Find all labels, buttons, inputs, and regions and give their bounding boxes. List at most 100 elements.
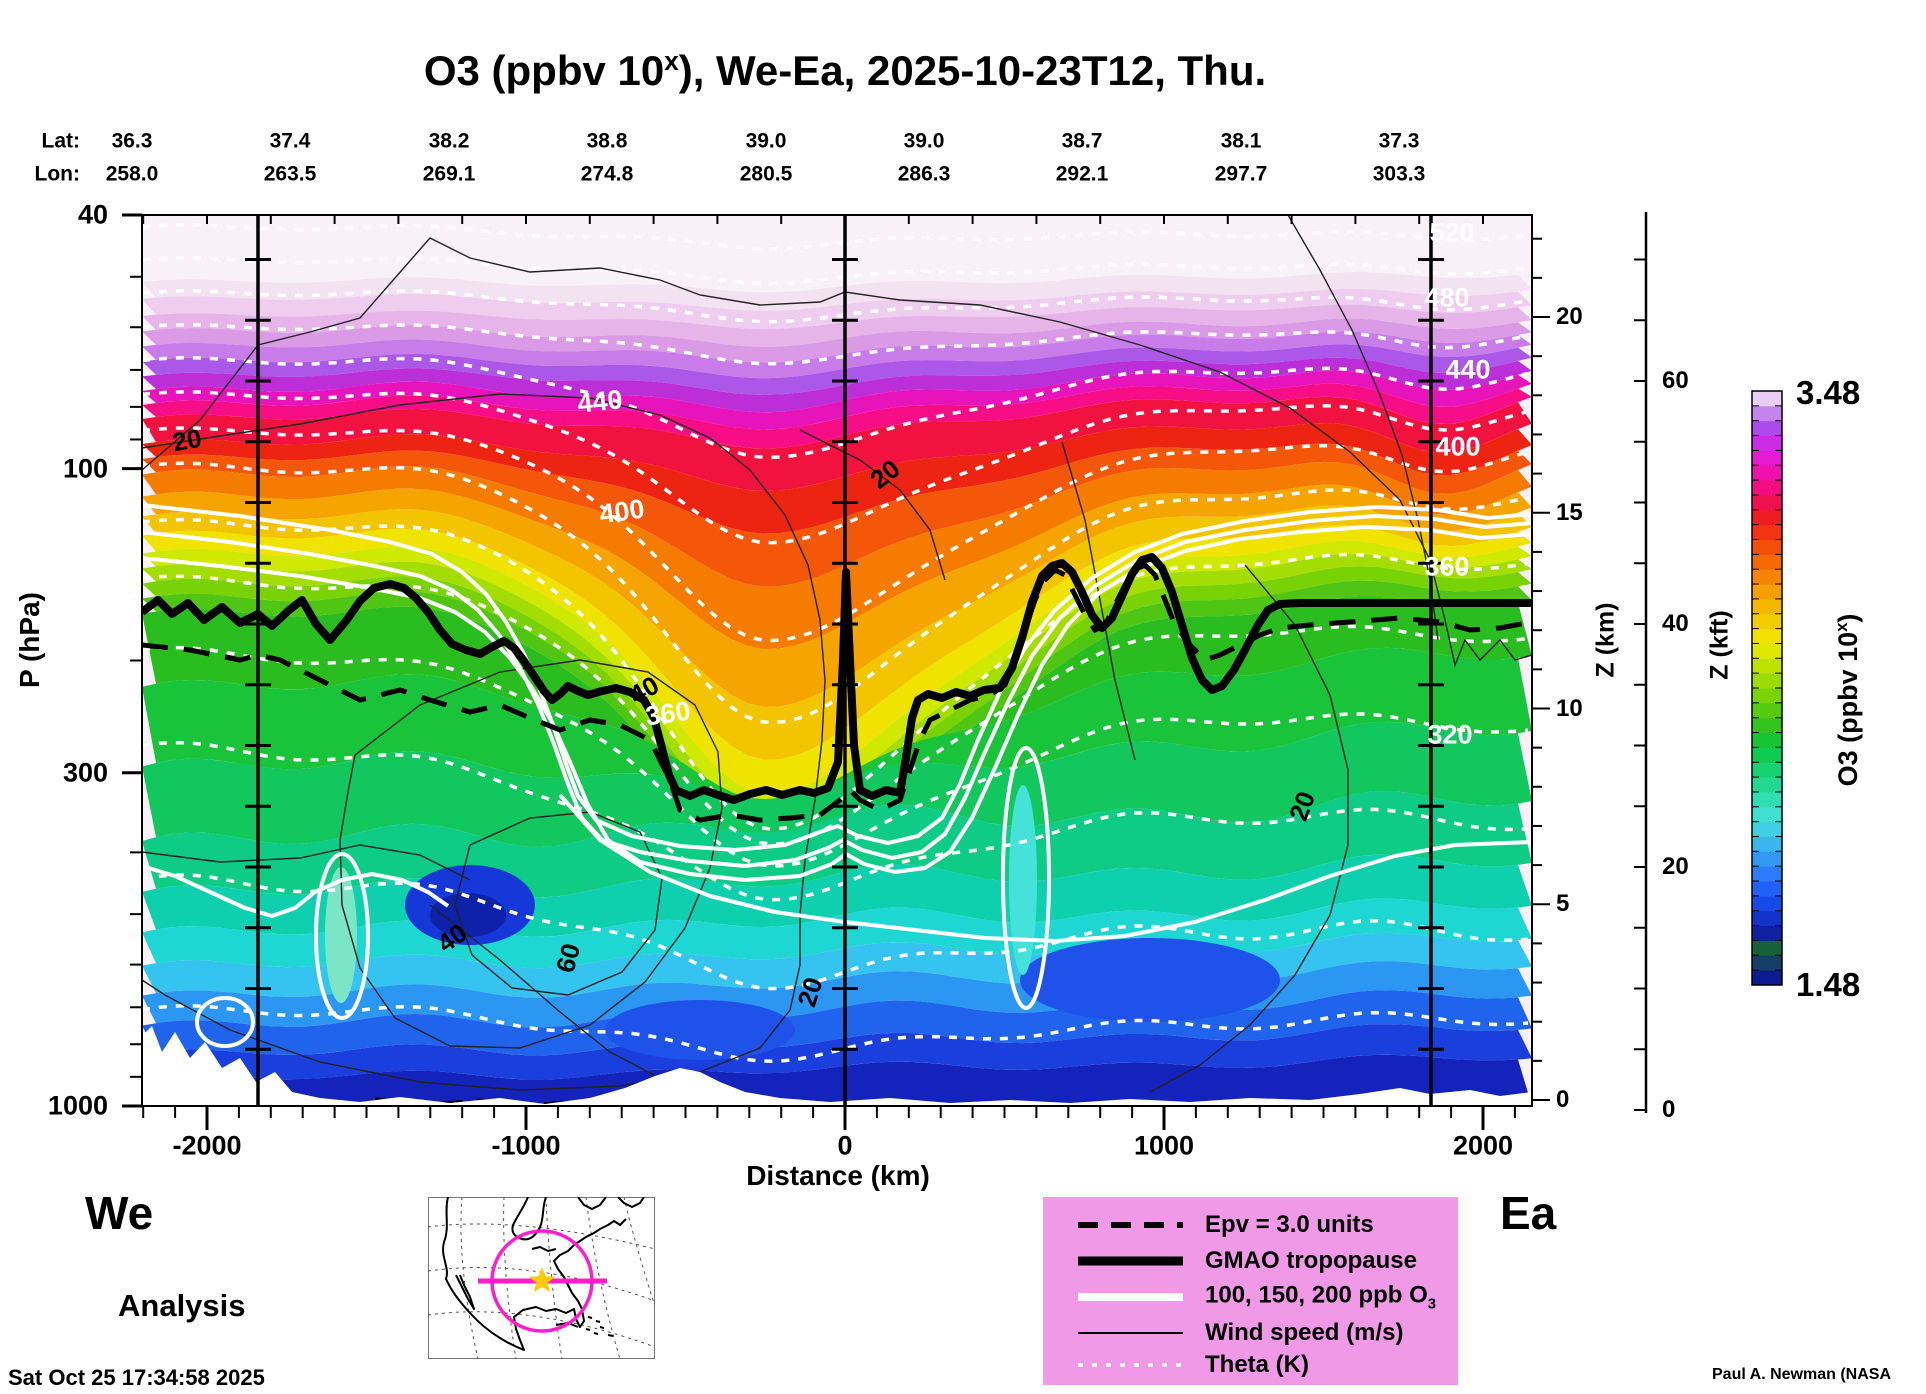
p-tick-label-1000: 1000 (47, 1090, 108, 1121)
theta-label-7: 360 (1424, 551, 1470, 582)
legend-label-wind: Wind speed (m/s) (1205, 1319, 1404, 1346)
vertical-reference-line-2 (1418, 215, 1444, 1106)
band-8 (142, 383, 1532, 449)
lon-value-5: 286.3 (897, 162, 951, 186)
z-kft-tick-label-0: 0 (1662, 1096, 1676, 1123)
blob-3 (605, 1000, 795, 1060)
lon-value-3: 274.8 (580, 162, 634, 186)
colorbar (1751, 390, 1783, 986)
band-30 (142, 1054, 1532, 1106)
wind-isotach-5 (1149, 564, 1349, 1093)
lat-prefix: Lat: (41, 129, 81, 153)
timestamp: Sat Oct 25 17:34:58 2025 (8, 1365, 265, 1390)
z-km-tick-label-15: 15 (1556, 498, 1583, 526)
lon-value-0: 258.0 (105, 162, 159, 186)
band-12 (142, 461, 1532, 650)
o3-contour-3 (558, 793, 1532, 943)
theta-label-4: 480 (1424, 282, 1470, 313)
z-kft-tick-label-40: 40 (1662, 610, 1689, 637)
wind-isotach-7 (429, 904, 661, 1079)
theta-300 (142, 873, 1529, 991)
band-6 (142, 357, 1532, 413)
lat-value-5: 39.0 (903, 129, 945, 153)
band-2 (142, 304, 1532, 347)
axes-ticks (122, 213, 1550, 1130)
band-7 (142, 370, 1532, 430)
band-19 (142, 580, 1532, 859)
z-kft-tick-label-20: 20 (1662, 853, 1689, 880)
o3-contour-2 (142, 503, 1532, 852)
lat-value-4: 39.0 (745, 129, 787, 153)
distance-tick-label-1000: 1000 (1133, 1130, 1195, 1161)
distance-tick-label--1000: -1000 (491, 1130, 561, 1161)
terrain (142, 1026, 1532, 1106)
page-title: O3 (ppbv 10x), We-Ea, 2025-10-23T12, Thu… (423, 46, 1267, 94)
z-km-tick-label-10: 10 (1556, 694, 1583, 722)
band-20 (142, 596, 1532, 859)
lon-prefix: Lon: (34, 162, 80, 186)
map-graticule-5 (428, 1223, 655, 1250)
theta-460 (142, 323, 1529, 366)
east-end-label: Ea (1500, 1187, 1557, 1239)
distance-axis-label: Distance (km) (746, 1160, 930, 1191)
colorbar-max-label: 3.48 (1796, 374, 1861, 411)
band-11 (142, 443, 1532, 587)
theta-label-0: 440 (575, 384, 624, 419)
west-end-label: We (85, 1187, 154, 1239)
band-4 (142, 331, 1532, 379)
wind-isotach-2 (142, 393, 826, 1091)
band-16 (142, 540, 1532, 817)
lon-value-8: 303.3 (1372, 162, 1426, 186)
lat-value-7: 38.1 (1220, 129, 1262, 153)
lon-value-7: 297.7 (1214, 162, 1268, 186)
analysis-label: Analysis (118, 1288, 246, 1323)
colorbar-title: O3 (ppbv 10x) (1832, 613, 1863, 787)
theta-480 (142, 289, 1529, 324)
lat-value-2: 38.2 (428, 129, 470, 153)
o3-loop-1 (1001, 746, 1051, 1010)
theta-label-3: 520 (1429, 217, 1475, 248)
location-map-inset (428, 1197, 655, 1359)
blob-4 (1009, 785, 1037, 975)
band-9 (142, 396, 1532, 492)
distance-tick-label-2000: 2000 (1452, 1130, 1514, 1161)
distance-tick-label-0: 0 (837, 1130, 853, 1161)
blob-1 (430, 893, 506, 937)
distance-tick-label--2000: -2000 (172, 1130, 242, 1161)
z-km-tick-label-20: 20 (1556, 303, 1583, 330)
legend: Epv = 3.0 units GMAO tropopause 100, 150… (1043, 1197, 1458, 1385)
p-tick-label-40: 40 (77, 199, 108, 230)
lat-value-3: 38.8 (586, 129, 628, 153)
legend-label-theta: Theta (K) (1205, 1351, 1309, 1378)
lon-value-4: 280.5 (739, 162, 793, 186)
legend-label-o3: 100, 150, 200 ppb O3 (1205, 1281, 1437, 1313)
theta-label-8: 320 (1427, 719, 1473, 750)
o3-loop-2 (195, 996, 255, 1048)
lon-value-6: 292.1 (1055, 162, 1109, 186)
band-0 (142, 271, 1532, 311)
band-1 (142, 288, 1532, 330)
tropopause-line (142, 553, 1532, 804)
wind-label-0: 20 (170, 422, 204, 458)
legend-label-epv: Epv = 3.0 units (1205, 1211, 1374, 1238)
theta-290 (142, 1003, 1529, 1063)
blob-2 (1020, 938, 1280, 1022)
lon-value-2: 269.1 (422, 162, 476, 186)
o3-contour-4 (142, 864, 450, 918)
theta-500 (142, 256, 1529, 285)
map-coastline (442, 1197, 645, 1351)
theta-label-1: 400 (597, 493, 647, 530)
band-21 (142, 647, 1532, 801)
wind-isotach-6 (142, 844, 471, 881)
credit: Paul A. Newman (NASA (1712, 1366, 1891, 1383)
z-kft-tick-label-60: 60 (1662, 367, 1689, 394)
theta-420 (142, 390, 1529, 545)
z-km-axis-label: Z (km) (1591, 602, 1620, 678)
map-graticule-4 (623, 1197, 655, 1308)
band-10 (142, 423, 1532, 534)
wind-isotach-8 (799, 429, 946, 581)
colorbar-min-label: 1.48 (1796, 966, 1861, 1003)
legend-label-tropopause: GMAO tropopause (1205, 1247, 1418, 1274)
